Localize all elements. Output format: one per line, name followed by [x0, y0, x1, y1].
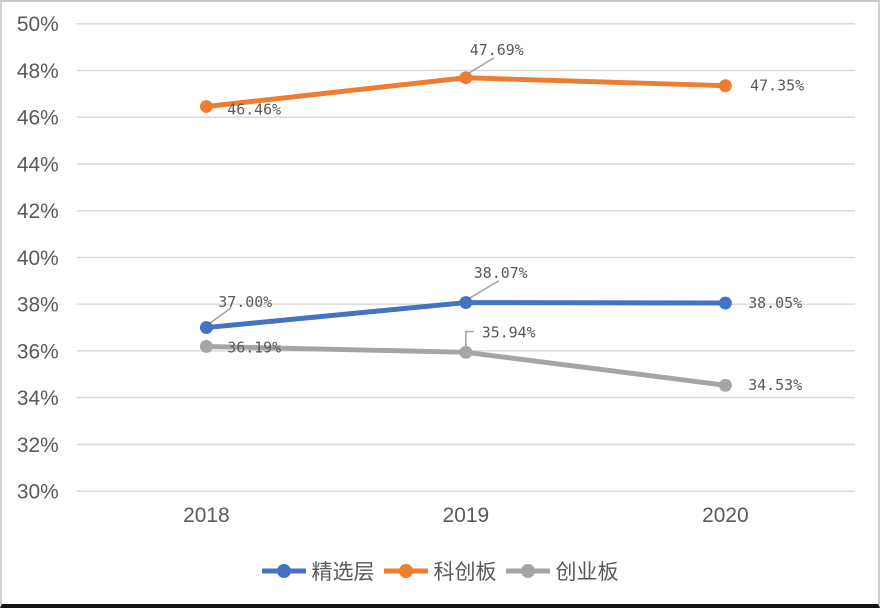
- legend-marker-dot: [398, 564, 413, 578]
- data-point: [718, 378, 732, 392]
- legend-marker-dot: [276, 564, 291, 578]
- value-label: 34.53%: [748, 376, 802, 394]
- y-axis-labels-group: 30% 32% 34% 36% 38% 40% 42% 44% 46% 48% 50%: [17, 13, 59, 503]
- value-label: 47.35%: [750, 77, 804, 95]
- value-label: 47.69%: [470, 41, 524, 59]
- y-tick-label: 32%: [17, 434, 59, 457]
- y-tick-label: 46%: [17, 107, 59, 130]
- leader-line: [467, 57, 495, 75]
- leader-line: [465, 330, 474, 348]
- legend-label: 科创板: [433, 561, 497, 584]
- data-point: [199, 321, 213, 334]
- data-point: [459, 71, 473, 85]
- legend-marker-icon: [383, 564, 428, 578]
- legend-label: 精选层: [311, 561, 375, 584]
- legend-marker-icon: [261, 564, 306, 578]
- data-points-group: [199, 71, 732, 392]
- y-tick-label: 38%: [17, 294, 59, 317]
- value-labels-group: 37.00% 38.07% 38.05% 46.46% 47.69% 47.35% 36.1…: [218, 41, 804, 394]
- legend-marker-icon: [505, 564, 550, 578]
- data-point: [459, 345, 473, 359]
- y-tick-label: 30%: [17, 481, 59, 504]
- y-tick-label: 44%: [17, 153, 59, 176]
- value-label: 37.00%: [218, 293, 272, 311]
- leader-line: [208, 307, 232, 325]
- x-tick-label: 2020: [702, 504, 748, 527]
- y-tick-label: 36%: [17, 340, 59, 363]
- data-point: [718, 79, 732, 93]
- y-tick-label: 50%: [17, 13, 59, 36]
- legend-label: 创业板: [555, 561, 619, 584]
- value-label: 38.05%: [748, 294, 802, 312]
- gridlines-group: [76, 23, 856, 492]
- value-label: 36.19%: [227, 338, 281, 356]
- data-point: [459, 296, 473, 309]
- y-tick-label: 40%: [17, 247, 59, 270]
- data-point: [718, 296, 732, 310]
- x-tick-label: 2018: [183, 504, 229, 527]
- leader-line: [468, 280, 500, 300]
- legend-marker-dot: [520, 564, 535, 578]
- legend-item-0: 精选层: [261, 556, 375, 586]
- y-tick-label: 48%: [17, 60, 59, 83]
- x-axis-labels-group: 2018 2019 2020: [183, 504, 748, 527]
- value-label: 38.07%: [474, 264, 528, 282]
- x-tick-label: 2019: [443, 504, 489, 527]
- data-point: [199, 340, 213, 353]
- value-label: 46.46%: [227, 100, 281, 118]
- value-label: 35.94%: [482, 324, 536, 342]
- y-tick-label: 34%: [17, 387, 59, 410]
- legend: 精选层 科创板 创业板: [2, 554, 878, 588]
- leader-lines-group: [208, 57, 500, 348]
- legend-item-1: 科创板: [383, 556, 497, 586]
- data-point: [199, 100, 213, 113]
- legend-item-2: 创业板: [505, 556, 619, 586]
- y-tick-label: 42%: [17, 200, 59, 223]
